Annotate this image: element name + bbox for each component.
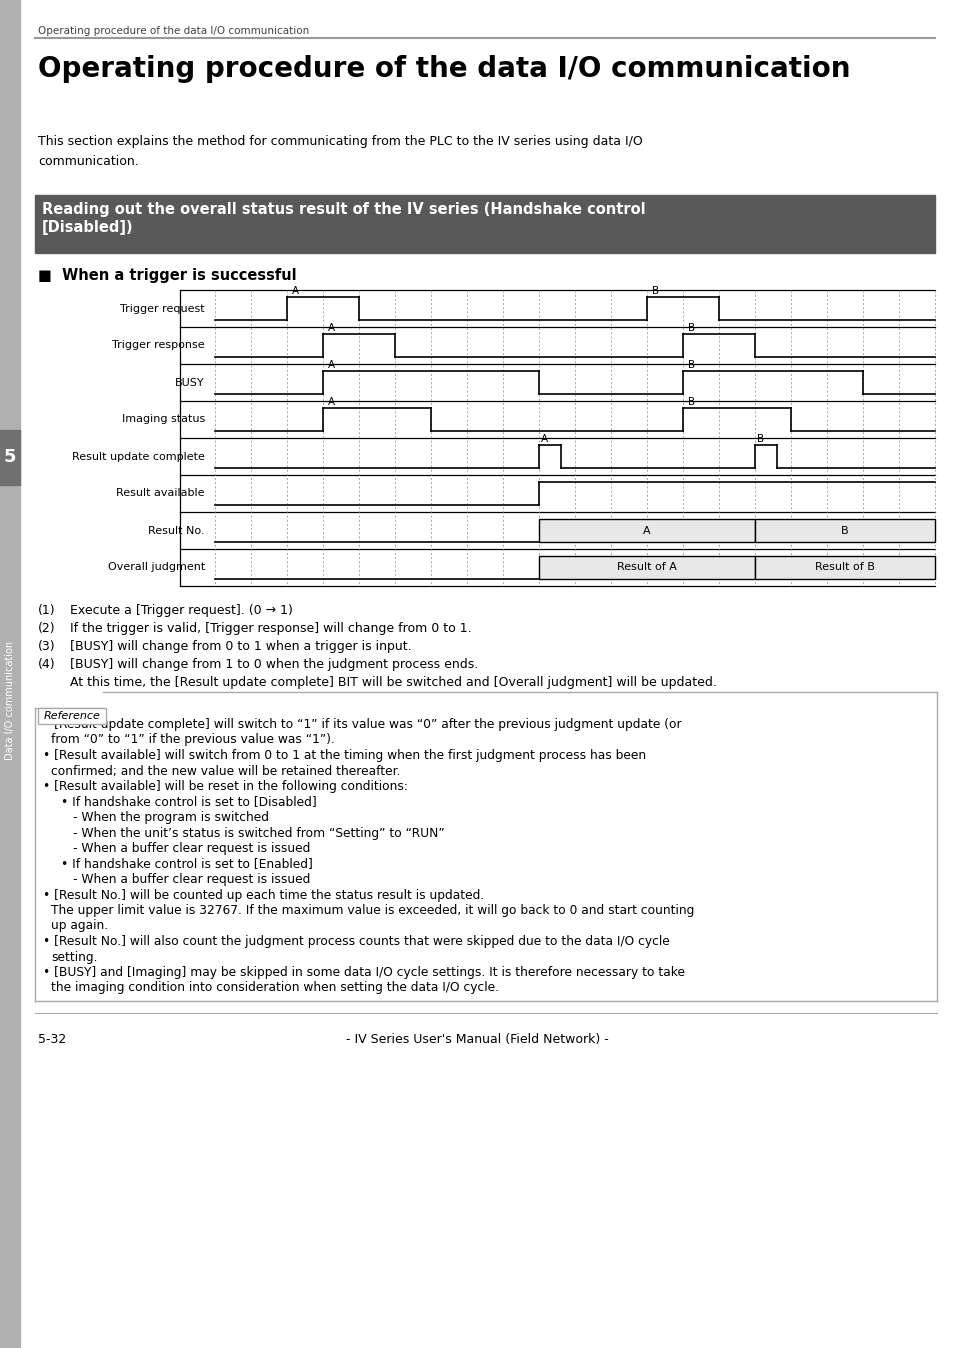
Bar xyxy=(538,557,754,578)
Text: • [Result available] will be reset in the following conditions:: • [Result available] will be reset in th… xyxy=(43,780,408,793)
Text: - IV Series User's Manual (Field Network) -: - IV Series User's Manual (Field Network… xyxy=(345,1033,608,1046)
Text: Reference: Reference xyxy=(44,710,100,721)
Bar xyxy=(754,557,934,578)
Text: A: A xyxy=(328,398,335,407)
Text: Imaging status: Imaging status xyxy=(122,414,205,425)
Text: ■  When a trigger is successful: ■ When a trigger is successful xyxy=(38,268,296,283)
Text: • [Result available] will switch from 0 to 1 at the timing when the first judgme: • [Result available] will switch from 0 … xyxy=(43,749,645,762)
Text: The upper limit value is 32767. If the maximum value is exceeded, it will go bac: The upper limit value is 32767. If the m… xyxy=(51,905,694,917)
Text: B: B xyxy=(841,526,848,535)
Text: up again.: up again. xyxy=(51,919,108,933)
Text: • If handshake control is set to [Enabled]: • If handshake control is set to [Enable… xyxy=(61,857,313,871)
Text: Operating procedure of the data I/O communication: Operating procedure of the data I/O comm… xyxy=(38,55,850,84)
Text: - When the program is switched: - When the program is switched xyxy=(73,811,269,824)
Text: 5-32: 5-32 xyxy=(38,1033,66,1046)
Text: [Disabled]): [Disabled]) xyxy=(42,220,133,235)
Bar xyxy=(754,519,934,542)
Text: - When a buffer clear request is issued: - When a buffer clear request is issued xyxy=(73,874,310,886)
Text: - When a buffer clear request is issued: - When a buffer clear request is issued xyxy=(73,842,310,855)
Text: (3): (3) xyxy=(38,640,55,652)
Text: B: B xyxy=(688,398,695,407)
Text: Execute a [Trigger request]. (0 → 1): Execute a [Trigger request]. (0 → 1) xyxy=(70,604,293,617)
Text: • [Result No.] will also count the judgment process counts that were skipped due: • [Result No.] will also count the judgm… xyxy=(43,936,669,948)
Text: (2): (2) xyxy=(38,621,55,635)
Text: (4): (4) xyxy=(38,658,55,671)
Text: • If handshake control is set to [Disabled]: • If handshake control is set to [Disabl… xyxy=(61,795,316,809)
Text: A: A xyxy=(540,434,547,445)
Text: B: B xyxy=(652,286,659,297)
Text: confirmed; and the new value will be retained thereafter.: confirmed; and the new value will be ret… xyxy=(51,764,400,778)
Bar xyxy=(0,430,20,485)
Text: BUSY: BUSY xyxy=(175,377,205,387)
Text: Result of B: Result of B xyxy=(814,562,874,573)
Text: A: A xyxy=(328,324,335,333)
Text: (1): (1) xyxy=(38,604,55,617)
Text: setting.: setting. xyxy=(51,950,97,964)
Text: Result of A: Result of A xyxy=(617,562,677,573)
Text: Reading out the overall status result of the IV series (Handshake control: Reading out the overall status result of… xyxy=(42,202,645,217)
Text: B: B xyxy=(688,324,695,333)
Text: Result update complete: Result update complete xyxy=(72,452,205,461)
Text: [BUSY] will change from 0 to 1 when a trigger is input.: [BUSY] will change from 0 to 1 when a tr… xyxy=(70,640,411,652)
Text: Trigger response: Trigger response xyxy=(112,341,205,350)
Text: - When the unit’s status is switched from “Setting” to “RUN”: - When the unit’s status is switched fro… xyxy=(73,826,444,840)
Bar xyxy=(538,519,754,542)
Text: Result No.: Result No. xyxy=(149,526,205,535)
Text: Result available: Result available xyxy=(116,488,205,499)
Text: Data I/O communication: Data I/O communication xyxy=(5,640,15,759)
Text: If the trigger is valid, [Trigger response] will change from 0 to 1.: If the trigger is valid, [Trigger respon… xyxy=(70,621,471,635)
Text: A: A xyxy=(292,286,299,297)
Text: Trigger request: Trigger request xyxy=(120,303,205,314)
Text: Operating procedure of the data I/O communication: Operating procedure of the data I/O comm… xyxy=(38,26,309,36)
Text: • [Result update complete] will switch to “1” if its value was “0” after the pre: • [Result update complete] will switch t… xyxy=(43,718,680,731)
Text: A: A xyxy=(642,526,650,535)
Text: from “0” to “1” if the previous value was “1”).: from “0” to “1” if the previous value wa… xyxy=(51,733,335,747)
Text: 5: 5 xyxy=(4,449,16,466)
Text: B: B xyxy=(688,360,695,371)
Text: [BUSY] will change from 1 to 0 when the judgment process ends.: [BUSY] will change from 1 to 0 when the … xyxy=(70,658,477,671)
Text: At this time, the [Result update complete] BIT will be switched and [Overall jud: At this time, the [Result update complet… xyxy=(70,675,716,689)
Text: This section explains the method for communicating from the PLC to the IV series: This section explains the method for com… xyxy=(38,135,642,168)
FancyBboxPatch shape xyxy=(38,708,106,724)
Text: • [Result No.] will be counted up each time the status result is updated.: • [Result No.] will be counted up each t… xyxy=(43,888,484,902)
Text: A: A xyxy=(328,360,335,371)
Text: B: B xyxy=(756,434,763,445)
Text: Overall judgment: Overall judgment xyxy=(108,562,205,573)
Text: the imaging condition into consideration when setting the data I/O cycle.: the imaging condition into consideration… xyxy=(51,981,498,995)
Text: • [BUSY] and [Imaging] may be skipped in some data I/O cycle settings. It is the: • [BUSY] and [Imaging] may be skipped in… xyxy=(43,967,684,979)
Bar xyxy=(0,0,20,1348)
Bar xyxy=(35,195,934,253)
